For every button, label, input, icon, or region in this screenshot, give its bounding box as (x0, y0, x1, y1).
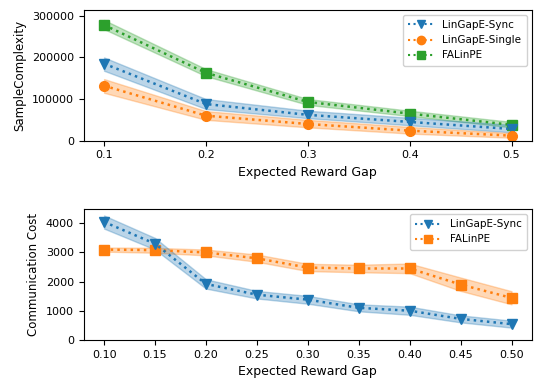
FALinPE (152, 248, 158, 252)
LinGapE-Sync (202, 102, 209, 106)
FALinPE (101, 247, 107, 252)
LinGapE-Sync (101, 220, 107, 224)
FALinPE (305, 265, 311, 270)
Line: FALinPE: FALinPE (99, 245, 516, 303)
LinGapE-Single (101, 83, 107, 88)
Y-axis label: SampleComplexity: SampleComplexity (14, 20, 26, 131)
LinGapE-Sync (407, 308, 413, 313)
FALinPE (407, 111, 413, 116)
LinGapE-Sync (305, 297, 311, 302)
X-axis label: Expected Reward Gap: Expected Reward Gap (239, 166, 377, 179)
LinGapE-Sync (202, 281, 209, 286)
FALinPE (355, 266, 362, 271)
LinGapE-Sync (508, 127, 515, 131)
FALinPE (305, 100, 311, 104)
FALinPE (202, 71, 209, 75)
Y-axis label: Communication Cost: Communication Cost (28, 213, 40, 336)
LinGapE-Sync (407, 120, 413, 124)
LinGapE-Sync (101, 61, 107, 66)
Line: FALinPE: FALinPE (99, 20, 516, 130)
X-axis label: Expected Reward Gap: Expected Reward Gap (239, 365, 377, 378)
LinGapE-Sync (508, 322, 515, 326)
LinGapE-Sync (457, 316, 464, 321)
FALinPE (508, 122, 515, 127)
FALinPE (407, 266, 413, 271)
FALinPE (508, 296, 515, 300)
LinGapE-Single (508, 133, 515, 138)
Legend: LinGapE-Sync, FALinPE: LinGapE-Sync, FALinPE (410, 214, 526, 250)
FALinPE (202, 250, 209, 255)
FALinPE (457, 282, 464, 287)
LinGapE-Single (305, 122, 311, 126)
Line: LinGapE-Single: LinGapE-Single (99, 81, 516, 141)
LinGapE-Sync (305, 113, 311, 117)
FALinPE (254, 256, 260, 261)
FALinPE (101, 23, 107, 27)
LinGapE-Sync (152, 242, 158, 246)
LinGapE-Single (202, 113, 209, 118)
LinGapE-Single (407, 128, 413, 133)
Line: LinGapE-Sync: LinGapE-Sync (99, 59, 516, 134)
LinGapE-Sync (254, 292, 260, 297)
LinGapE-Sync (355, 306, 362, 310)
Line: LinGapE-Sync: LinGapE-Sync (99, 217, 516, 329)
Legend: LinGapE-Sync, LinGapE-Single, FALinPE: LinGapE-Sync, LinGapE-Single, FALinPE (403, 15, 526, 66)
